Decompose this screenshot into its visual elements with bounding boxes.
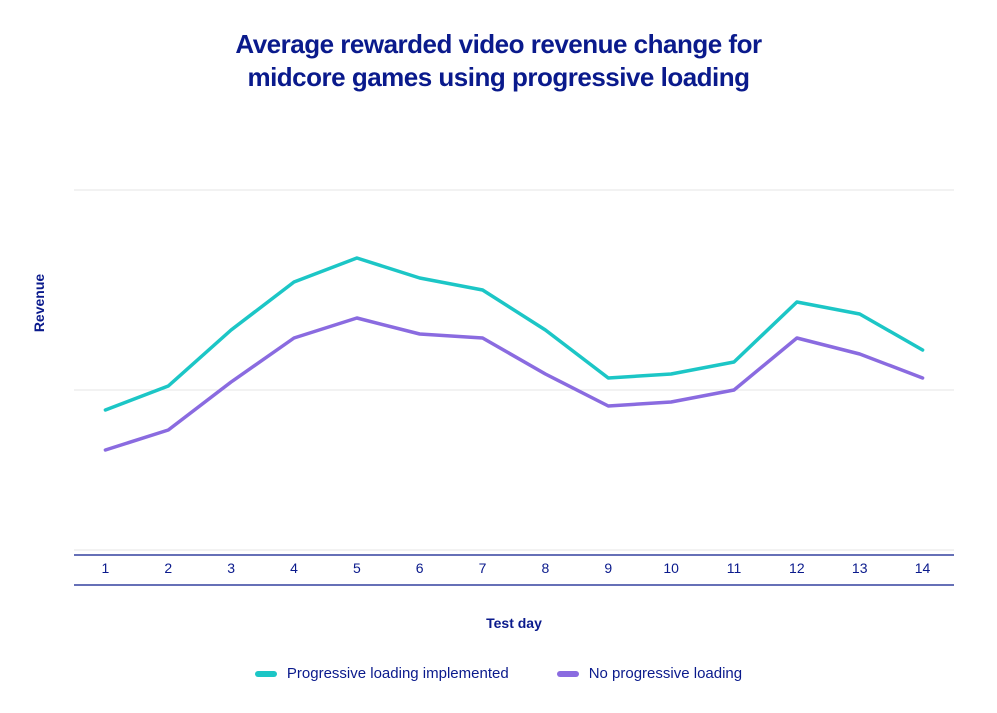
legend-label: No progressive loading [589,665,742,682]
x-tick-label: 12 [789,560,805,576]
series-line [105,258,922,410]
x-tick-label: 10 [663,560,679,576]
series-line [105,318,922,450]
x-tick-label: 7 [479,560,487,576]
revenue-line-chart: Average rewarded video revenue change fo… [0,0,997,713]
legend-label: Progressive loading implemented [287,665,509,682]
x-tick-label: 2 [164,560,172,576]
x-tick-label: 13 [852,560,868,576]
x-tick-label: 3 [227,560,235,576]
chart-title-line-1: Average rewarded video revenue change fo… [235,29,761,59]
x-tick-label: 14 [915,560,931,576]
x-axis-label: Test day [74,615,954,631]
x-tick-label: 6 [416,560,424,576]
y-axis-label: Revenue [31,274,47,332]
legend-swatch [255,671,277,677]
legend: Progressive loading implemented No progre… [0,665,997,682]
x-tick-label: 5 [353,560,361,576]
plot-area [74,150,954,587]
x-tick-label: 8 [542,560,550,576]
x-tick-label: 11 [727,560,742,576]
x-tick-label: 4 [290,560,298,576]
legend-item: Progressive loading implemented [255,665,509,682]
x-tick-label: 9 [604,560,612,576]
legend-swatch [557,671,579,677]
legend-item: No progressive loading [557,665,742,682]
chart-title-line-2: midcore games using progressive loading [247,62,749,92]
chart-title: Average rewarded video revenue change fo… [0,28,997,93]
x-tick-label: 1 [102,560,110,576]
